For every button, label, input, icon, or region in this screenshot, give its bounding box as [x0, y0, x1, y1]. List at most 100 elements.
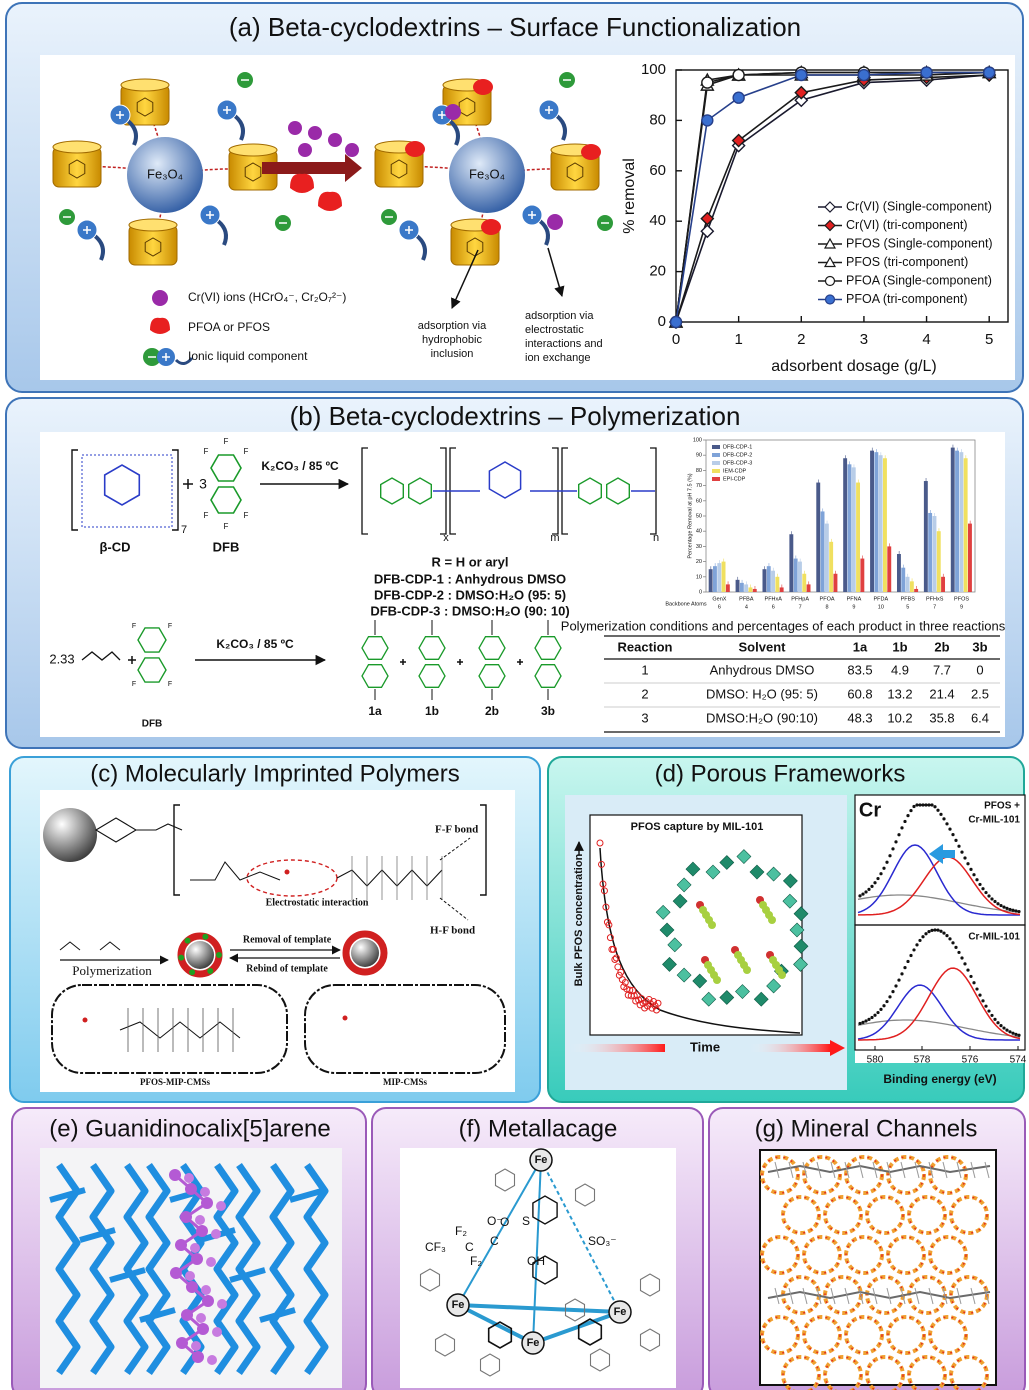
xps-tick-label: 578 — [914, 1055, 931, 1066]
variant: DFB-CDP-2 : DMSO:H₂O (95: 5) — [374, 587, 566, 602]
bar — [771, 571, 775, 592]
decoration — [768, 916, 776, 924]
annotation: interactions and — [525, 338, 603, 350]
y-tick-label: 100 — [693, 437, 702, 443]
decoration — [152, 290, 168, 306]
decoration — [906, 960, 909, 963]
bar — [762, 569, 766, 592]
y-tick-label: 80 — [649, 111, 666, 128]
coefficient: 2.33 — [49, 651, 74, 666]
variant: DFB-CDP-1 : Anhydrous DMSO — [374, 571, 566, 586]
annotation: adsorption via — [418, 320, 487, 332]
bar — [767, 566, 771, 592]
atom: F — [244, 511, 249, 520]
table-cell: 6.4 — [971, 710, 989, 725]
decoration — [176, 1337, 188, 1349]
decoration — [308, 126, 322, 140]
backbone-atoms: 9 — [852, 604, 855, 610]
decoration — [981, 887, 984, 890]
backbone-atoms: 10 — [878, 604, 884, 610]
decoration — [882, 1004, 885, 1007]
decoration — [882, 867, 885, 870]
decoration — [590, 815, 802, 1035]
decoration — [1011, 909, 1014, 912]
interaction-label: Electrostatic interaction — [266, 897, 369, 908]
decoration — [957, 951, 960, 954]
data-point — [733, 70, 744, 81]
bar — [870, 451, 874, 592]
x-tick-label: 5 — [985, 331, 993, 348]
legend-label: IEM-CDP — [723, 468, 747, 474]
decoration — [936, 929, 939, 932]
decoration — [993, 900, 996, 903]
legend-swatch — [712, 461, 720, 465]
table-cell: 83.5 — [847, 662, 872, 677]
y-tick-label: 100 — [641, 61, 666, 78]
decoration — [951, 941, 954, 944]
decoration — [290, 174, 314, 193]
atom: F — [204, 447, 209, 456]
panel-title: (g) Mineral Channels — [755, 1115, 978, 1142]
decoration — [912, 805, 915, 808]
y-tick-label: 40 — [696, 529, 702, 535]
bar — [964, 458, 968, 592]
element-label: Cr — [859, 799, 881, 821]
metal-label: Fe — [527, 1337, 540, 1349]
subscript: n — [653, 532, 659, 544]
chain-label: C — [490, 1234, 499, 1248]
y-tick-label: 60 — [696, 498, 702, 504]
decoration — [927, 803, 930, 806]
decoration — [1011, 1032, 1014, 1035]
decoration — [318, 192, 342, 211]
panel-title: (a) Beta-cyclodextrins – Surface Functio… — [229, 12, 801, 42]
y-tick-label: 30 — [696, 544, 702, 550]
x-tick-label: 4 — [922, 331, 930, 348]
decoration — [201, 1285, 211, 1295]
decoration — [1014, 1033, 1017, 1036]
bar — [847, 464, 851, 592]
product-label: 2b — [485, 704, 499, 718]
decoration — [966, 862, 969, 865]
atom: F — [224, 437, 229, 446]
core-label: Fe₃O₄ — [469, 166, 505, 181]
decoration — [972, 981, 975, 984]
decoration — [743, 966, 751, 974]
y-tick-label: 0 — [658, 313, 666, 330]
atom: F — [244, 447, 249, 456]
bar — [897, 554, 901, 592]
decoration — [936, 809, 939, 812]
data-point — [733, 92, 744, 103]
decoration — [206, 1257, 216, 1267]
backbone-atoms: 8 — [826, 604, 829, 610]
x-tick-label: PFOA — [820, 596, 835, 602]
decoration — [963, 856, 966, 859]
decoration — [888, 854, 891, 857]
legend-marker — [826, 295, 835, 304]
decoration — [960, 956, 963, 959]
decoration — [984, 1005, 987, 1008]
decoration — [202, 934, 208, 940]
decoration — [83, 1018, 88, 1023]
decoration — [1002, 905, 1005, 908]
decoration — [178, 955, 184, 961]
x-tick-label: 3 — [860, 331, 868, 348]
decoration — [900, 972, 903, 975]
reaction-condition: K₂CO₃ / 85 ºC — [261, 459, 339, 473]
backbone-atoms: 6 — [718, 604, 721, 610]
reaction-condition: K₂CO₃ / 85 ºC — [216, 637, 294, 651]
decoration — [202, 1295, 214, 1307]
x-tick-label: 2 — [797, 331, 805, 348]
variant: DFB-CDP-3 : DMSO:H₂O (90: 10) — [370, 603, 569, 618]
decoration — [999, 904, 1002, 907]
bar — [860, 559, 864, 592]
table-cell: 10.2 — [887, 710, 912, 725]
decoration — [969, 868, 972, 871]
decoration — [1002, 1026, 1005, 1029]
table-cell: 35.8 — [929, 710, 954, 725]
y-tick-label: 60 — [649, 162, 666, 179]
decoration — [285, 870, 290, 875]
panel-title: (b) Beta-cyclodextrins – Polymerization — [290, 401, 741, 431]
decoration — [708, 921, 716, 929]
product-label: 3b — [541, 704, 555, 718]
bar — [901, 568, 905, 592]
